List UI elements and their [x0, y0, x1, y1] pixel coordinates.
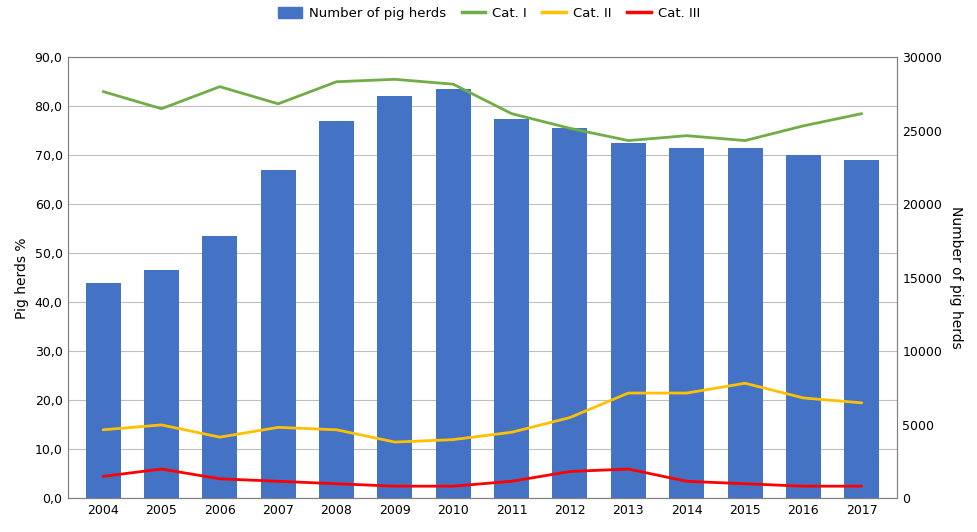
Cat. III	[155, 466, 167, 472]
Legend: Number of pig herds, Cat. I, Cat. II, Cat. III: Number of pig herds, Cat. I, Cat. II, Ca…	[273, 1, 704, 25]
Cat. III	[389, 483, 401, 489]
Cat. III	[272, 478, 283, 485]
Cat. I	[855, 111, 867, 117]
Cat. III	[330, 480, 342, 487]
Cat. II	[389, 439, 401, 445]
Cat. I	[505, 111, 517, 117]
Cat. II	[272, 424, 283, 430]
Bar	[144, 270, 179, 498]
Cat. III	[796, 483, 808, 489]
Cat. II	[446, 436, 458, 443]
Bar	[261, 170, 295, 498]
Line: Cat. II: Cat. II	[103, 383, 861, 442]
Cat. II	[855, 400, 867, 406]
Cat. I	[214, 84, 226, 90]
Cat. II	[214, 434, 226, 440]
Cat. II	[505, 429, 517, 436]
Cat. III	[214, 476, 226, 482]
Cat. III	[505, 478, 517, 485]
Cat. III	[739, 480, 750, 487]
Y-axis label: Number of pig herds: Number of pig herds	[948, 206, 962, 349]
Cat. III	[621, 466, 633, 472]
Y-axis label: Pig herds %: Pig herds %	[15, 237, 29, 319]
Bar	[202, 236, 237, 498]
Cat. III	[97, 473, 108, 479]
Cat. I	[389, 76, 401, 82]
Cat. I	[446, 81, 458, 87]
Cat. II	[680, 390, 692, 396]
Cat. II	[155, 422, 167, 428]
Cat. I	[330, 79, 342, 85]
Bar	[86, 282, 120, 498]
Cat. III	[564, 468, 575, 475]
Cat. I	[796, 123, 808, 129]
Bar	[668, 148, 703, 498]
Cat. I	[739, 137, 750, 144]
Cat. I	[97, 88, 108, 95]
Cat. II	[330, 427, 342, 433]
Cat. II	[796, 395, 808, 401]
Bar	[377, 96, 412, 498]
Bar	[786, 155, 820, 498]
Cat. III	[855, 483, 867, 489]
Cat. III	[446, 483, 458, 489]
Line: Cat. III: Cat. III	[103, 469, 861, 486]
Cat. I	[680, 132, 692, 139]
Bar	[727, 148, 762, 498]
Cat. I	[155, 105, 167, 112]
Bar	[552, 128, 587, 498]
Cat. II	[97, 427, 108, 433]
Cat. III	[680, 478, 692, 485]
Bar	[493, 119, 529, 498]
Bar	[611, 143, 645, 498]
Cat. II	[564, 414, 575, 421]
Bar	[843, 160, 878, 498]
Cat. II	[739, 380, 750, 386]
Line: Cat. I: Cat. I	[103, 79, 861, 140]
Bar	[319, 121, 354, 498]
Cat. I	[621, 137, 633, 144]
Cat. I	[564, 125, 575, 131]
Cat. II	[621, 390, 633, 396]
Bar	[436, 89, 470, 498]
Cat. I	[272, 101, 283, 107]
